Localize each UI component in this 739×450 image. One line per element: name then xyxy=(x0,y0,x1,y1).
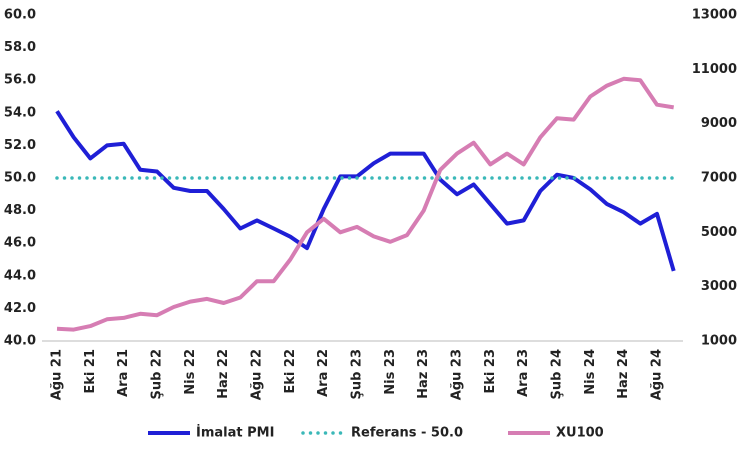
x-tick-label: Nis 22 xyxy=(183,349,198,395)
x-tick-label: Şub 23 xyxy=(350,349,365,400)
y2-tick-label: 1000 xyxy=(701,334,737,349)
legend-label: İmalat PMI xyxy=(196,425,274,441)
x-tick-label: Ara 22 xyxy=(316,349,331,397)
y-tick-label: 56.0 xyxy=(4,73,36,88)
x-tick-label: Ara 23 xyxy=(516,349,531,397)
y-tick-label: 52.0 xyxy=(4,138,36,153)
x-tick-label: Şub 24 xyxy=(550,349,565,400)
series-line xyxy=(55,110,676,272)
y2-tick-label: 5000 xyxy=(701,225,737,240)
x-tick-label: Eki 23 xyxy=(483,349,498,394)
x-tick-label: Ağu 22 xyxy=(250,349,265,400)
x-tick-label: Şub 22 xyxy=(150,349,165,400)
y2-tick-label: 11000 xyxy=(692,62,737,77)
x-tick-label: Haz 24 xyxy=(616,349,631,399)
y2-tick-label: 13000 xyxy=(692,8,737,23)
y-tick-label: 42.0 xyxy=(4,301,36,316)
legend-label: Referans - 50.0 xyxy=(351,426,463,441)
x-tick-label: Eki 21 xyxy=(83,349,98,394)
x-tick-label: Ağu 21 xyxy=(50,349,65,400)
y-tick-label: 54.0 xyxy=(4,105,36,120)
x-tick-label: Eki 22 xyxy=(283,349,298,394)
y-tick-label: 44.0 xyxy=(4,268,36,283)
y-tick-label: 48.0 xyxy=(4,203,36,218)
x-tick-label: Ara 21 xyxy=(116,349,131,397)
y-tick-label: 60.0 xyxy=(4,8,36,23)
series-line xyxy=(56,76,675,332)
legend-label: XU100 xyxy=(556,426,604,441)
y-tick-label: 40.0 xyxy=(4,334,36,349)
x-tick-label: Nis 24 xyxy=(583,349,598,395)
y-tick-label: 50.0 xyxy=(4,171,36,186)
y-tick-label: 46.0 xyxy=(4,236,36,251)
x-tick-label: Ağu 24 xyxy=(650,349,665,400)
y2-tick-label: 9000 xyxy=(701,116,737,131)
x-tick-label: Nis 23 xyxy=(383,349,398,395)
x-tick-label: Ağu 23 xyxy=(450,349,465,400)
x-tick-label: Haz 22 xyxy=(216,349,231,399)
y2-tick-label: 3000 xyxy=(701,279,737,294)
x-tick-label: Haz 23 xyxy=(416,349,431,399)
y2-tick-label: 7000 xyxy=(701,171,737,186)
y-tick-label: 58.0 xyxy=(4,40,36,55)
